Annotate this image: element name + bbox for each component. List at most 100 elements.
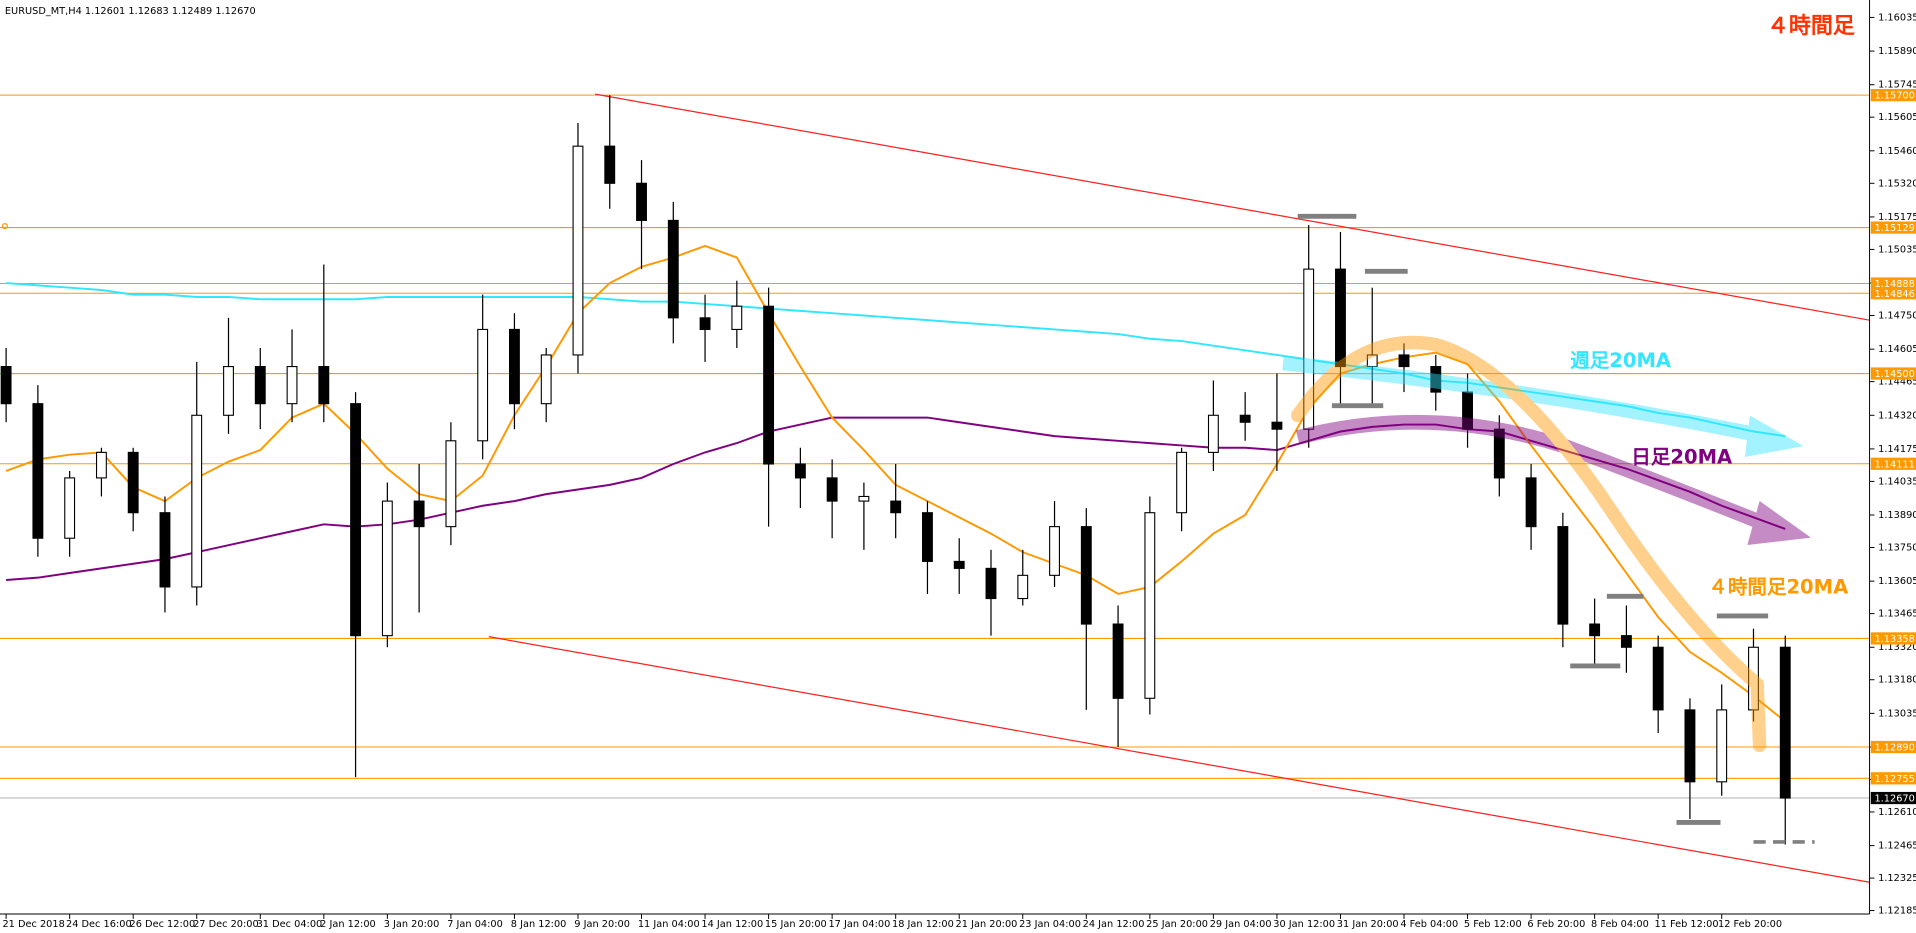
y-tick-label: 1.12610: [1878, 807, 1916, 818]
level-label: 1.14111: [1874, 459, 1914, 470]
candle-body: [191, 414, 203, 588]
level-label-box: [1870, 287, 1916, 300]
ma-label: ４時間足20MA: [1708, 575, 1849, 598]
x-tick-label: 15 Jan 20:00: [765, 919, 827, 930]
x-tick-label: 8 Feb 04:00: [1591, 919, 1649, 930]
last-price-box: [1870, 791, 1916, 805]
x-tick-label: 8 Jan 12:00: [511, 919, 567, 930]
level-lines: [0, 94, 1870, 799]
y-tick-label: 1.16035: [1878, 12, 1916, 23]
candle-body: [1430, 366, 1442, 393]
candle-body: [413, 500, 425, 528]
candle-body: [223, 366, 234, 416]
candle-body: [350, 403, 362, 637]
y-tick-label: 1.14605: [1878, 344, 1916, 355]
candle-body: [1176, 451, 1188, 514]
weekly-arrow: [1282, 355, 1762, 443]
level-label: 1.13358: [1874, 634, 1914, 645]
x-tick-label: 31 Dec 04:00: [257, 919, 323, 930]
candle-body: [1557, 526, 1569, 625]
x-tick-label: 18 Jan 12:00: [892, 919, 954, 930]
candle-body: [1684, 709, 1696, 783]
x-tick-label: 5 Feb 12:00: [1464, 919, 1522, 930]
candle-body: [636, 182, 647, 221]
candles: [0, 95, 1791, 845]
y-tick-label: 1.13180: [1878, 675, 1916, 686]
y-tick-label: 1.14320: [1878, 410, 1916, 421]
ma-line: [6, 416, 1786, 581]
candle-body: [127, 451, 139, 514]
y-tick-label: 1.12325: [1878, 873, 1916, 884]
level-label-box: [1870, 740, 1916, 754]
candle-body: [508, 328, 520, 405]
level-label-box: [1870, 277, 1916, 290]
candle-body: [318, 366, 330, 405]
candle-body: [1303, 268, 1315, 430]
candle-body: [0, 366, 12, 405]
candle-body: [1239, 414, 1251, 423]
candle-body: [64, 477, 76, 539]
symbol-info: EURUSD_MT,H4 1.12601 1.12683 1.12489 1.1…: [5, 6, 256, 17]
x-tick-label: 9 Jan 20:00: [574, 919, 630, 930]
candle-body: [1748, 646, 1759, 711]
candle-body: [890, 500, 902, 514]
axes: 1.16035 1.15890 1.15745 1.15605 1.15460 1.153…: [2, 12, 1916, 930]
y-tick-label: 1.13035: [1878, 708, 1916, 719]
y-tick-label: 1.15745: [1878, 80, 1916, 91]
candle-body: [922, 512, 933, 562]
y-tick-label: 1.14750: [1878, 311, 1916, 322]
level-label: 1.14846: [1874, 289, 1914, 300]
y-tick-label: 1.15460: [1878, 146, 1916, 157]
candle-body: [763, 305, 775, 465]
ma-label: 日足20MA: [1631, 446, 1733, 469]
trend-line-lower: [488, 636, 1870, 883]
daily-arrow: [1295, 414, 1763, 529]
candle-body: [1017, 574, 1029, 600]
y-tick-label: 1.13605: [1878, 576, 1916, 587]
x-tick-label: 3 Jan 20:00: [384, 919, 440, 930]
candle-body: [445, 440, 457, 528]
daily-arrowhead: [1747, 501, 1811, 546]
x-tick-label: 21 Dec 2018: [2, 919, 64, 930]
x-tick-label: 12 Feb 20:00: [1718, 919, 1782, 930]
candle-body: [286, 366, 298, 405]
candle-body: [254, 366, 266, 405]
level-marker: [1, 223, 8, 230]
candle-body: [1462, 391, 1473, 430]
level-label: 1.15700: [1874, 91, 1914, 102]
level-label: 1.14888: [1874, 279, 1914, 290]
highlight-arrows: [1282, 335, 1811, 753]
candle-body: [540, 354, 552, 405]
trend-line-upper: [594, 93, 1870, 321]
candle-body: [1493, 428, 1505, 479]
candle-body: [1144, 512, 1156, 699]
candle-body: [953, 560, 965, 569]
x-tick-label: 27 Dec 20:00: [193, 919, 259, 930]
candle-body: [1779, 646, 1791, 799]
candle-body: [95, 451, 107, 479]
last-price-label: 1.12670: [1874, 794, 1914, 805]
x-tick-label: 26 Dec 12:00: [130, 919, 196, 930]
level-label: 1.14500: [1874, 369, 1914, 380]
candle-body: [699, 317, 711, 330]
candle-body: [1080, 526, 1092, 625]
candle-body: [731, 305, 743, 330]
candle-body: [826, 477, 838, 502]
x-tick-label: 31 Jan 20:00: [1337, 919, 1399, 930]
candle-body: [1366, 354, 1378, 368]
x-tick-label: 7 Jan 04:00: [447, 919, 503, 930]
y-tick-label: 1.13750: [1878, 543, 1916, 554]
y-tick-label: 1.12185: [1878, 906, 1916, 917]
candle-body: [1112, 623, 1124, 699]
y-tick-label: 1.14175: [1878, 444, 1916, 455]
candle-body: [1652, 646, 1664, 711]
y-tick-label: 1.15175: [1878, 212, 1916, 223]
x-tick-label: 6 Feb 20:00: [1527, 919, 1585, 930]
candle-body: [667, 219, 679, 319]
x-tick-label: 2 Jan 12:00: [320, 919, 376, 930]
swing-markers: [1297, 213, 1815, 844]
candle-body: [381, 500, 393, 637]
